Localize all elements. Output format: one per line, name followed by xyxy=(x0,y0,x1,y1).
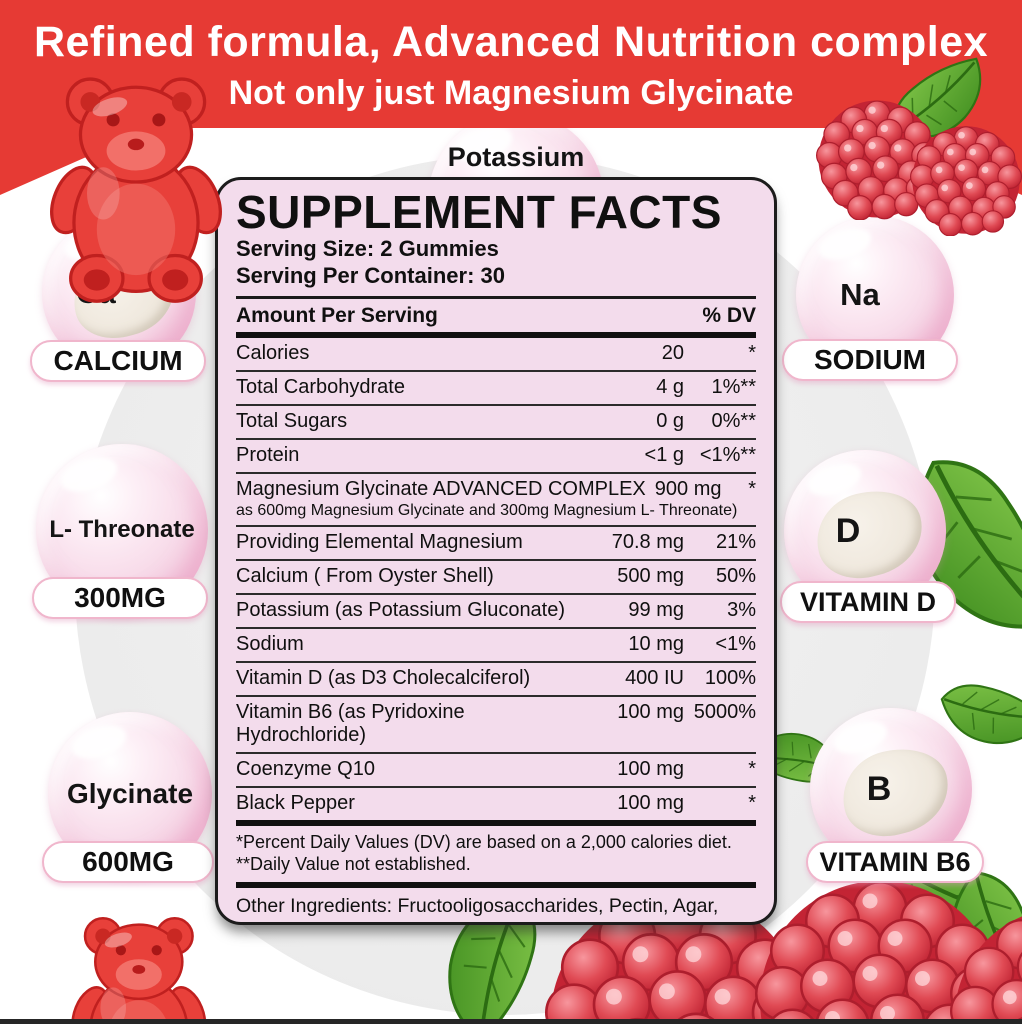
table-row: Vitamin D (as D3 Cholecalciferol) 400 IU… xyxy=(236,663,756,697)
table-header: Amount Per Serving % DV xyxy=(236,299,756,332)
serving-per-container: Serving Per Container: 30 xyxy=(236,262,505,288)
top-banner xyxy=(0,0,1022,196)
serving-size: Serving Size: 2 Gummies xyxy=(236,236,499,262)
table-row: Total Carbohydrate 4 g 1%** xyxy=(236,372,756,407)
table-row: Potassium (as Potassium Gluconate) 99 mg… xyxy=(236,595,756,629)
banner-title: Refined formula, Advanced Nutrition comp… xyxy=(33,18,989,66)
table-row: Vitamin B6 (as Pyridoxine Hydrochloride)… xyxy=(236,697,756,754)
table-row: Coenzyme Q10 100 mg * xyxy=(236,754,756,788)
bubble-sodium-symbol: Na xyxy=(840,277,880,312)
raspberries-icon xyxy=(816,51,1022,236)
bubble-vitamin-b6-symbol: B xyxy=(866,769,892,808)
footnote-dv: *Percent Daily Values (DV) are based on … xyxy=(236,831,732,852)
bottom-edge-line xyxy=(0,1019,1022,1024)
banner-subtitle: Not only just Magnesium Glycinate xyxy=(228,74,794,112)
footnotes: *Percent Daily Values (DV) are based on … xyxy=(236,826,756,882)
bubble-potassium-label: Potassium xyxy=(447,142,585,172)
banner-ribbon-shape xyxy=(0,0,1022,195)
table-row: Providing Elemental Magnesium 70.8 mg 21… xyxy=(236,527,756,561)
sodium-pill-label: SODIUM xyxy=(782,339,958,381)
threonate-300mg-pill-label: 300MG xyxy=(32,577,208,619)
vitamin-d-blob xyxy=(807,480,932,589)
divider xyxy=(236,819,756,826)
gummy-bear-icon xyxy=(64,916,214,1024)
table-row: Sodium 10 mg <1% xyxy=(236,629,756,663)
divider xyxy=(236,332,756,339)
vitamin-b6-blob xyxy=(833,738,958,847)
other-ingredients: Other Ingredients: Fructooligosaccharide… xyxy=(236,894,719,922)
magnesium-complex-detail: as 600mg Magnesium Glycinate and 300mg M… xyxy=(236,502,738,520)
table-row-magnesium-complex: Magnesium Glycinate ADVANCED COMPLEX 900… xyxy=(236,474,756,527)
table-row: Calcium ( From Oyster Shell) 500 mg 50% xyxy=(236,561,756,595)
divider xyxy=(236,296,756,300)
table-row: Black Pepper 100 mg * xyxy=(236,791,756,814)
table-row: Total Sugars 0 g 0%** xyxy=(236,406,756,441)
gummy-bear-icon xyxy=(41,77,231,303)
supplement-facts-title: SUPPLEMENT FACTS xyxy=(236,186,722,238)
vitamin-d-pill-label: VITAMIN D xyxy=(780,581,956,623)
divider xyxy=(236,881,756,888)
bubble-l-threonate-symbol: L- Threonate xyxy=(49,516,195,543)
header-amount: Amount Per Serving xyxy=(236,304,438,328)
bubble-glycinate-symbol: Glycinate xyxy=(66,778,194,809)
footnote-not-established: **Daily Value not established. xyxy=(236,854,471,875)
bubble-vitamin-d-symbol: D xyxy=(835,511,861,550)
glycinate-600mg-pill-label: 600MG xyxy=(42,841,214,883)
table-row: Protein <1 g <1%** xyxy=(236,440,756,475)
table-row: Calories 20 * xyxy=(236,338,756,373)
header-dv: % DV xyxy=(702,304,756,328)
supplement-facts-panel: SUPPLEMENT FACTS Serving Size: 2 Gummies… xyxy=(215,177,777,925)
vitamin-b6-pill-label: VITAMIN B6 xyxy=(806,841,984,883)
calcium-pill-label: CALCIUM xyxy=(30,340,206,382)
